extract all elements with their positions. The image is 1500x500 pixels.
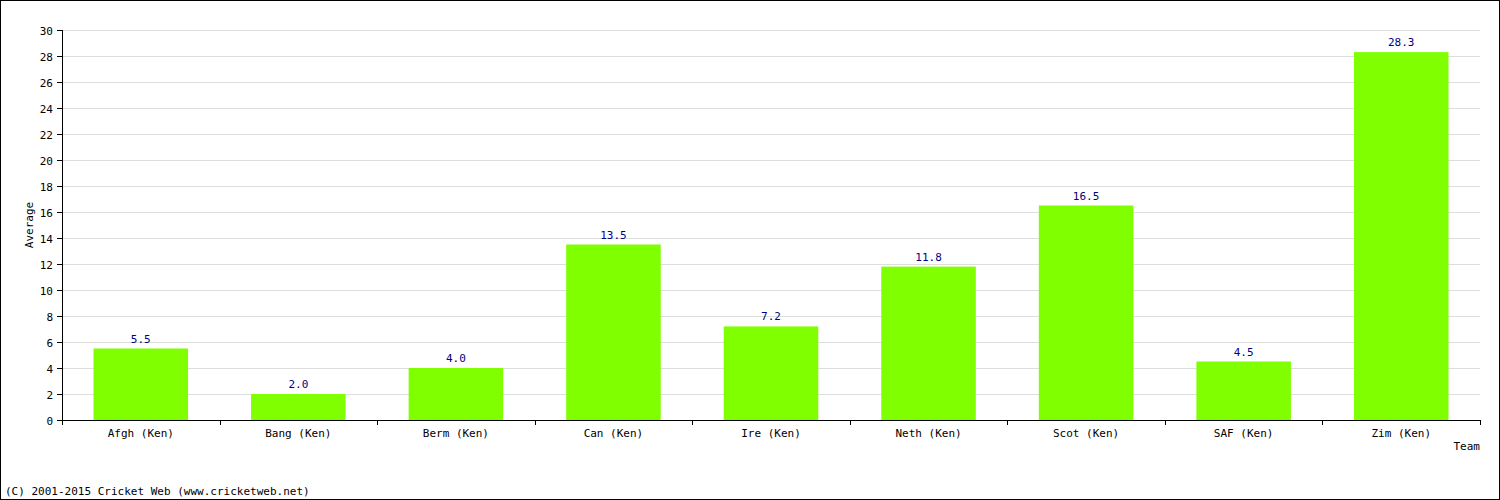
y-tick-label: 30: [40, 25, 53, 38]
x-tick-label: Ire (Ken): [741, 427, 801, 440]
y-tick-label: 12: [40, 259, 53, 272]
data-label: 13.5: [600, 229, 627, 242]
x-tick-label: SAF (Ken): [1214, 427, 1274, 440]
grid-line: [62, 238, 1480, 239]
bar: [1196, 362, 1291, 421]
x-tick-label: Berm (Ken): [423, 427, 489, 440]
x-tick-label: Afgh (Ken): [108, 427, 174, 440]
y-tick: [57, 56, 62, 57]
bar: [409, 368, 504, 420]
y-tick: [57, 238, 62, 239]
y-tick: [57, 394, 62, 395]
bar: [1354, 52, 1449, 420]
data-label: 5.5: [131, 333, 151, 346]
y-tick-label: 14: [40, 233, 54, 246]
grid-line: [62, 134, 1480, 135]
data-label: 11.8: [915, 251, 942, 264]
footer: (C) 2001-2015 Cricket Web (www.cricketwe…: [5, 485, 310, 498]
x-tick-label: Bang (Ken): [265, 427, 331, 440]
y-tick-label: 10: [40, 285, 53, 298]
y-tick-label: 28: [40, 51, 53, 64]
bar: [724, 326, 819, 420]
y-tick: [57, 186, 62, 187]
grid-line: [62, 420, 1480, 421]
grid-line: [62, 186, 1480, 187]
data-label: 28.3: [1388, 36, 1415, 49]
y-tick: [57, 316, 62, 317]
grid-line: [62, 56, 1480, 57]
x-tick-label: Can (Ken): [584, 427, 644, 440]
bars: [94, 52, 1449, 420]
y-tick-label: 2: [46, 389, 53, 402]
bar: [881, 267, 976, 420]
y-tick: [57, 160, 62, 161]
grid-line: [62, 290, 1480, 291]
data-label: 16.5: [1073, 190, 1100, 203]
chart: 0246810121416182022242628305.52.04.013.5…: [0, 0, 1500, 500]
x-axis: [62, 420, 1480, 421]
grid-line: [62, 30, 1480, 31]
y-tick-label: 26: [40, 77, 53, 90]
y-tick: [57, 108, 62, 109]
y-tick: [57, 420, 62, 421]
bar: [94, 349, 189, 421]
y-tick-label: 8: [46, 311, 53, 324]
y-tick: [57, 368, 62, 369]
grid-line: [62, 108, 1480, 109]
labels: 5.5 2.0 4.0 13.5 7.2 11.8 16.5 4.5 28.3: [131, 36, 1415, 391]
bar: [1039, 206, 1134, 421]
x-tick: [1480, 420, 1481, 425]
frame: [1, 1, 1500, 500]
y-tick: [57, 290, 62, 291]
y-tick-label: 22: [40, 129, 53, 142]
data-label: 2.0: [288, 378, 308, 391]
y-tick-label: 24: [40, 103, 54, 116]
y-tick-label: 16: [40, 207, 53, 220]
y-tick-label: 4: [46, 363, 53, 376]
grid-line: [62, 160, 1480, 161]
y-tick-label: 20: [40, 155, 53, 168]
y-tick: [57, 264, 62, 265]
y-tick: [57, 342, 62, 343]
y-tick-label: 0: [46, 415, 53, 428]
x-axis-label: Team: [1454, 440, 1481, 453]
data-label: 4.0: [446, 352, 466, 365]
y-tick: [57, 134, 62, 135]
grid-line: [62, 82, 1480, 83]
bar: [251, 394, 346, 420]
y-tick-label: 18: [40, 181, 53, 194]
y-axis-label: Average: [23, 202, 36, 248]
x-tick-label: Scot (Ken): [1053, 427, 1119, 440]
y-tick: [57, 212, 62, 213]
y-tick: [57, 30, 62, 31]
grid-line: [62, 212, 1480, 213]
grid-line: [62, 264, 1480, 265]
bar: [566, 245, 661, 421]
y-axis: [62, 30, 63, 420]
x-tick-label: Neth (Ken): [895, 427, 961, 440]
y-tick: [57, 82, 62, 83]
data-label: 7.2: [761, 310, 781, 323]
y-tick-label: 6: [46, 337, 53, 350]
x-tick-label: Zim (Ken): [1371, 427, 1431, 440]
data-label: 4.5: [1234, 346, 1254, 359]
